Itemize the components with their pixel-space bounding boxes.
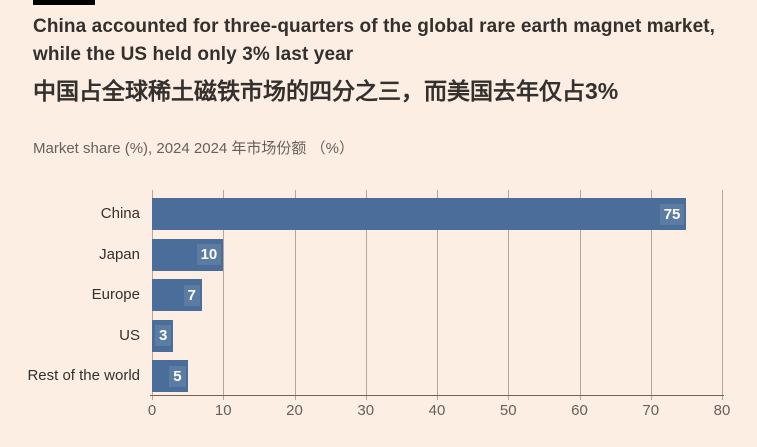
gridline [437,190,438,400]
bar: 7 [152,279,202,311]
gridline [579,190,581,400]
value-label: 7 [183,284,200,306]
headline-chinese: 中国占全球稀土磁铁市场的四分之三，而美国去年仅占3% [33,78,619,104]
bar-chart: China 75 Japan 10 Europe 7 US 3 Rest of the worl… [0,190,757,430]
x-tick-label: 70 [642,402,660,419]
value-label: 75 [659,203,685,225]
value-label: 3 [155,325,172,346]
value-label: 10 [196,244,222,265]
chart-subtitle: Market share (%), 2024 2024 年市场份额 （%） [33,140,354,157]
value-label: 5 [169,365,186,387]
x-tick-label: 40 [428,402,446,419]
x-tick-label: 20 [286,402,303,419]
x-tick-label: 50 [499,402,517,419]
x-tick-label: 60 [571,402,588,419]
gridline [294,190,296,400]
gridline [508,190,510,400]
bar: 10 [152,238,224,271]
category-label: Japan [99,245,140,263]
bar: 75 [152,198,687,230]
gridline [223,190,225,400]
gridline [722,190,723,400]
x-tick-label: 0 [147,402,157,419]
top-black-bar [33,0,95,5]
category-label: Europe [91,286,140,303]
headline-english: China accounted for three-quarters of th… [33,16,716,65]
category-label: US [119,326,140,344]
category-label: Rest of the world [27,367,140,384]
gridline [650,190,652,400]
x-tick-label: 30 [357,402,375,419]
x-tick-label: 10 [214,402,232,419]
x-axis-line [150,395,724,396]
bar: 3 [152,319,174,352]
gridline [365,190,367,400]
bar: 5 [152,360,188,392]
category-label: China [100,205,140,222]
x-tick-label: 80 [713,402,731,419]
